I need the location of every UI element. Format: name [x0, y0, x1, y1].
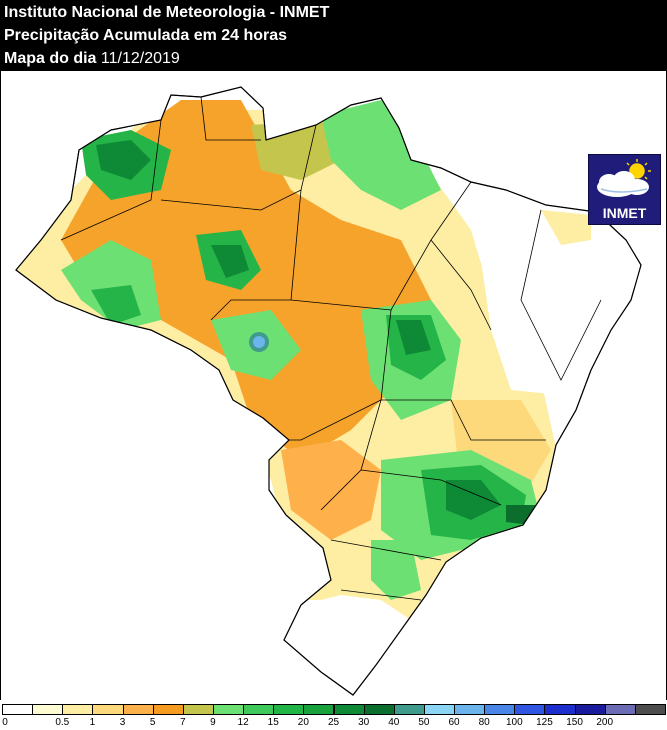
legend-swatch [544, 704, 576, 715]
legend-tick-label: 150 [566, 717, 583, 728]
header-product: Precipitação Acumulada em 24 horas [4, 27, 288, 44]
legend-swatch [182, 704, 214, 715]
legend-tick-label: 0 [2, 717, 8, 728]
legend-tick-label: 50 [418, 717, 430, 728]
legend-swatch [2, 704, 34, 715]
legend-swatch [32, 704, 64, 715]
legend-tick-label: 0.5 [55, 717, 70, 728]
brazil-border [15, 86, 642, 696]
legend-swatch [152, 704, 184, 715]
precip-zone-coast-yellow [541, 210, 591, 245]
legend-swatch [484, 704, 516, 715]
precip-zone-dark-green-coast [506, 505, 536, 525]
legend-swatch [92, 704, 124, 715]
legend-swatch [333, 704, 365, 715]
legend-tick-label: 80 [478, 717, 490, 728]
legend-swatch [62, 704, 94, 715]
legend-swatch [634, 704, 666, 715]
precip-zone-dry-south [284, 595, 411, 690]
header-date-prefix: Mapa do dia [4, 50, 101, 67]
legend-swatch [303, 704, 335, 715]
precipitation-legend: 0 0.5 1 3 5 7 9 12 15 20 25 30 40 50 60 80 100 125 150 200 [0, 700, 667, 730]
legend-tick-label: 125 [536, 717, 553, 728]
legend-swatch [363, 704, 395, 715]
legend-tick-label: 5 [149, 717, 156, 728]
legend-tick-label: 100 [505, 717, 523, 728]
inmet-logo: INMET [588, 154, 661, 225]
map-frame: INMET [0, 71, 667, 701]
legend-tick-label: 25 [327, 717, 340, 728]
legend-tick-label: 3 [119, 717, 126, 728]
header-date: 11/12/2019 [100, 50, 180, 67]
logo-text: INMET [602, 205, 647, 221]
legend-swatch [212, 704, 245, 715]
precip-max-blue-core [253, 336, 265, 348]
header-institute: Instituto Nacional de Meteorologia - INM… [4, 4, 330, 21]
legend-tick-label: 30 [358, 717, 370, 728]
legend-swatch [604, 704, 636, 715]
precip-zone-dark-green-se [446, 480, 501, 520]
header-date-line: Mapa do dia 11/12/2019 [4, 49, 180, 69]
brazil-precipitation-map [15, 86, 642, 696]
map-header: Instituto Nacional de Meteorologia - INM… [0, 0, 667, 71]
legend-swatch [423, 704, 456, 715]
precip-zone-orange-south [281, 440, 381, 540]
precip-zone-dark-green-nw [96, 140, 151, 180]
legend-tick-label: 9 [210, 717, 216, 728]
precip-zone-dark-green-amazon [211, 245, 249, 278]
legend-tick-label: 20 [297, 717, 309, 728]
precip-zone-dry-northeast [471, 190, 641, 395]
legend-swatch [514, 704, 546, 715]
legend-swatch [122, 704, 154, 715]
legend-swatch [454, 704, 486, 715]
precip-zone-dark-green-goias [396, 320, 431, 355]
precip-zone-light-green-north [321, 100, 441, 210]
legend-tick-label: 1 [89, 717, 96, 728]
sun-cloud-icon [597, 159, 651, 197]
legend-tick-label: 40 [388, 717, 400, 728]
legend-swatch [393, 704, 425, 715]
legend-swatch [273, 704, 305, 715]
legend-swatch [243, 704, 275, 715]
legend-tick-label: 12 [237, 717, 249, 728]
legend-swatch [574, 704, 606, 715]
legend-tick-label: 60 [448, 717, 460, 728]
state-borders [60, 96, 602, 601]
legend-tick-label: 7 [180, 717, 186, 728]
precip-zone-green-west [91, 285, 141, 325]
precip-zone-light-green-south [371, 540, 421, 600]
legend-tick-label: 15 [267, 717, 279, 728]
legend-tick-label: 200 [596, 717, 614, 728]
